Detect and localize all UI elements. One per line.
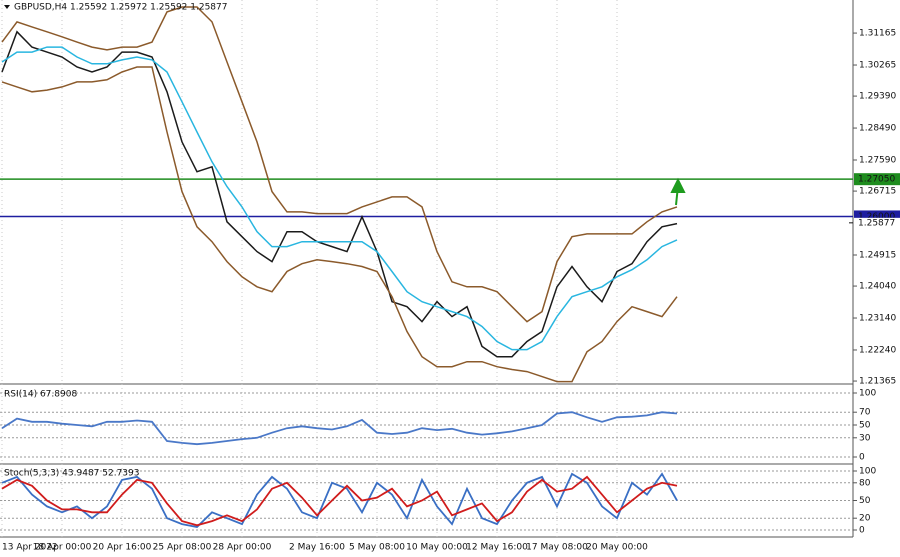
last-price-box <box>854 217 900 228</box>
y-tick-label: 50 <box>859 496 871 506</box>
y-tick-label: 70 <box>859 408 871 418</box>
x-tick-label: 13 Apr 2022 <box>2 543 58 553</box>
y-tick-label: 1.29390 <box>859 92 896 102</box>
series-line <box>1 46 678 351</box>
y-tick-label: 1.28490 <box>859 124 896 134</box>
y-tick-label: 1.27590 <box>859 156 896 166</box>
panel-title: Stoch(5,3,3) 43.9487 52.7393 <box>4 469 139 479</box>
y-tick-label: 100 <box>859 467 876 477</box>
last-price-label: 1.25877 <box>858 218 895 228</box>
price-label: 1.26000 <box>858 212 895 222</box>
y-tick-label: 1.22240 <box>859 345 896 355</box>
y-tick-label: 1.31165 <box>859 29 896 39</box>
y-tick-label: 1.23140 <box>859 314 896 324</box>
y-tick-label: 1.21365 <box>859 377 896 387</box>
y-tick-label: 20 <box>859 514 871 524</box>
x-tick-label: 25 Apr 08:00 <box>153 543 212 553</box>
x-tick-label: 5 May 08:00 <box>349 543 405 553</box>
x-tick-label: 20 May 00:00 <box>586 543 648 553</box>
y-tick-label: 80 <box>859 478 871 488</box>
arrow <box>670 177 686 206</box>
x-tick-label: 18 Apr 00:00 <box>33 543 92 553</box>
y-tick-label: 50 <box>859 421 871 431</box>
series-line <box>1 30 678 358</box>
price-label: 1.27050 <box>858 175 895 185</box>
menu-icon <box>4 5 10 9</box>
x-tick-label: 28 Apr 00:00 <box>213 543 272 553</box>
y-tick-label: 1.26715 <box>859 187 896 197</box>
x-tick-label: 20 Apr 16:00 <box>93 543 152 553</box>
x-tick-label: 12 May 16:00 <box>466 543 528 553</box>
series-line <box>1 6 678 323</box>
y-tick-label: 0 <box>859 526 865 536</box>
y-tick-label: 0 <box>859 453 865 463</box>
series-line <box>1 66 678 383</box>
series-line <box>1 475 678 527</box>
series-line <box>1 411 678 446</box>
y-tick-label: 1.30265 <box>859 61 896 71</box>
y-tick-label: 1.24915 <box>859 250 896 260</box>
x-tick-label: 17 May 08:00 <box>526 543 588 553</box>
panel-title: RSI(14) 67.8908 <box>4 390 77 400</box>
price-label-box <box>854 173 900 186</box>
panel-title: GBPUSD,H4 1.25592 1.25972 1.25592 1.2587… <box>14 3 227 13</box>
y-tick-label: 100 <box>859 389 876 399</box>
x-tick-label: 10 May 00:00 <box>406 543 468 553</box>
y-tick-label: 30 <box>859 433 871 443</box>
y-tick-label: 1.24040 <box>859 282 896 292</box>
x-tick-label: 2 May 16:00 <box>289 543 345 553</box>
